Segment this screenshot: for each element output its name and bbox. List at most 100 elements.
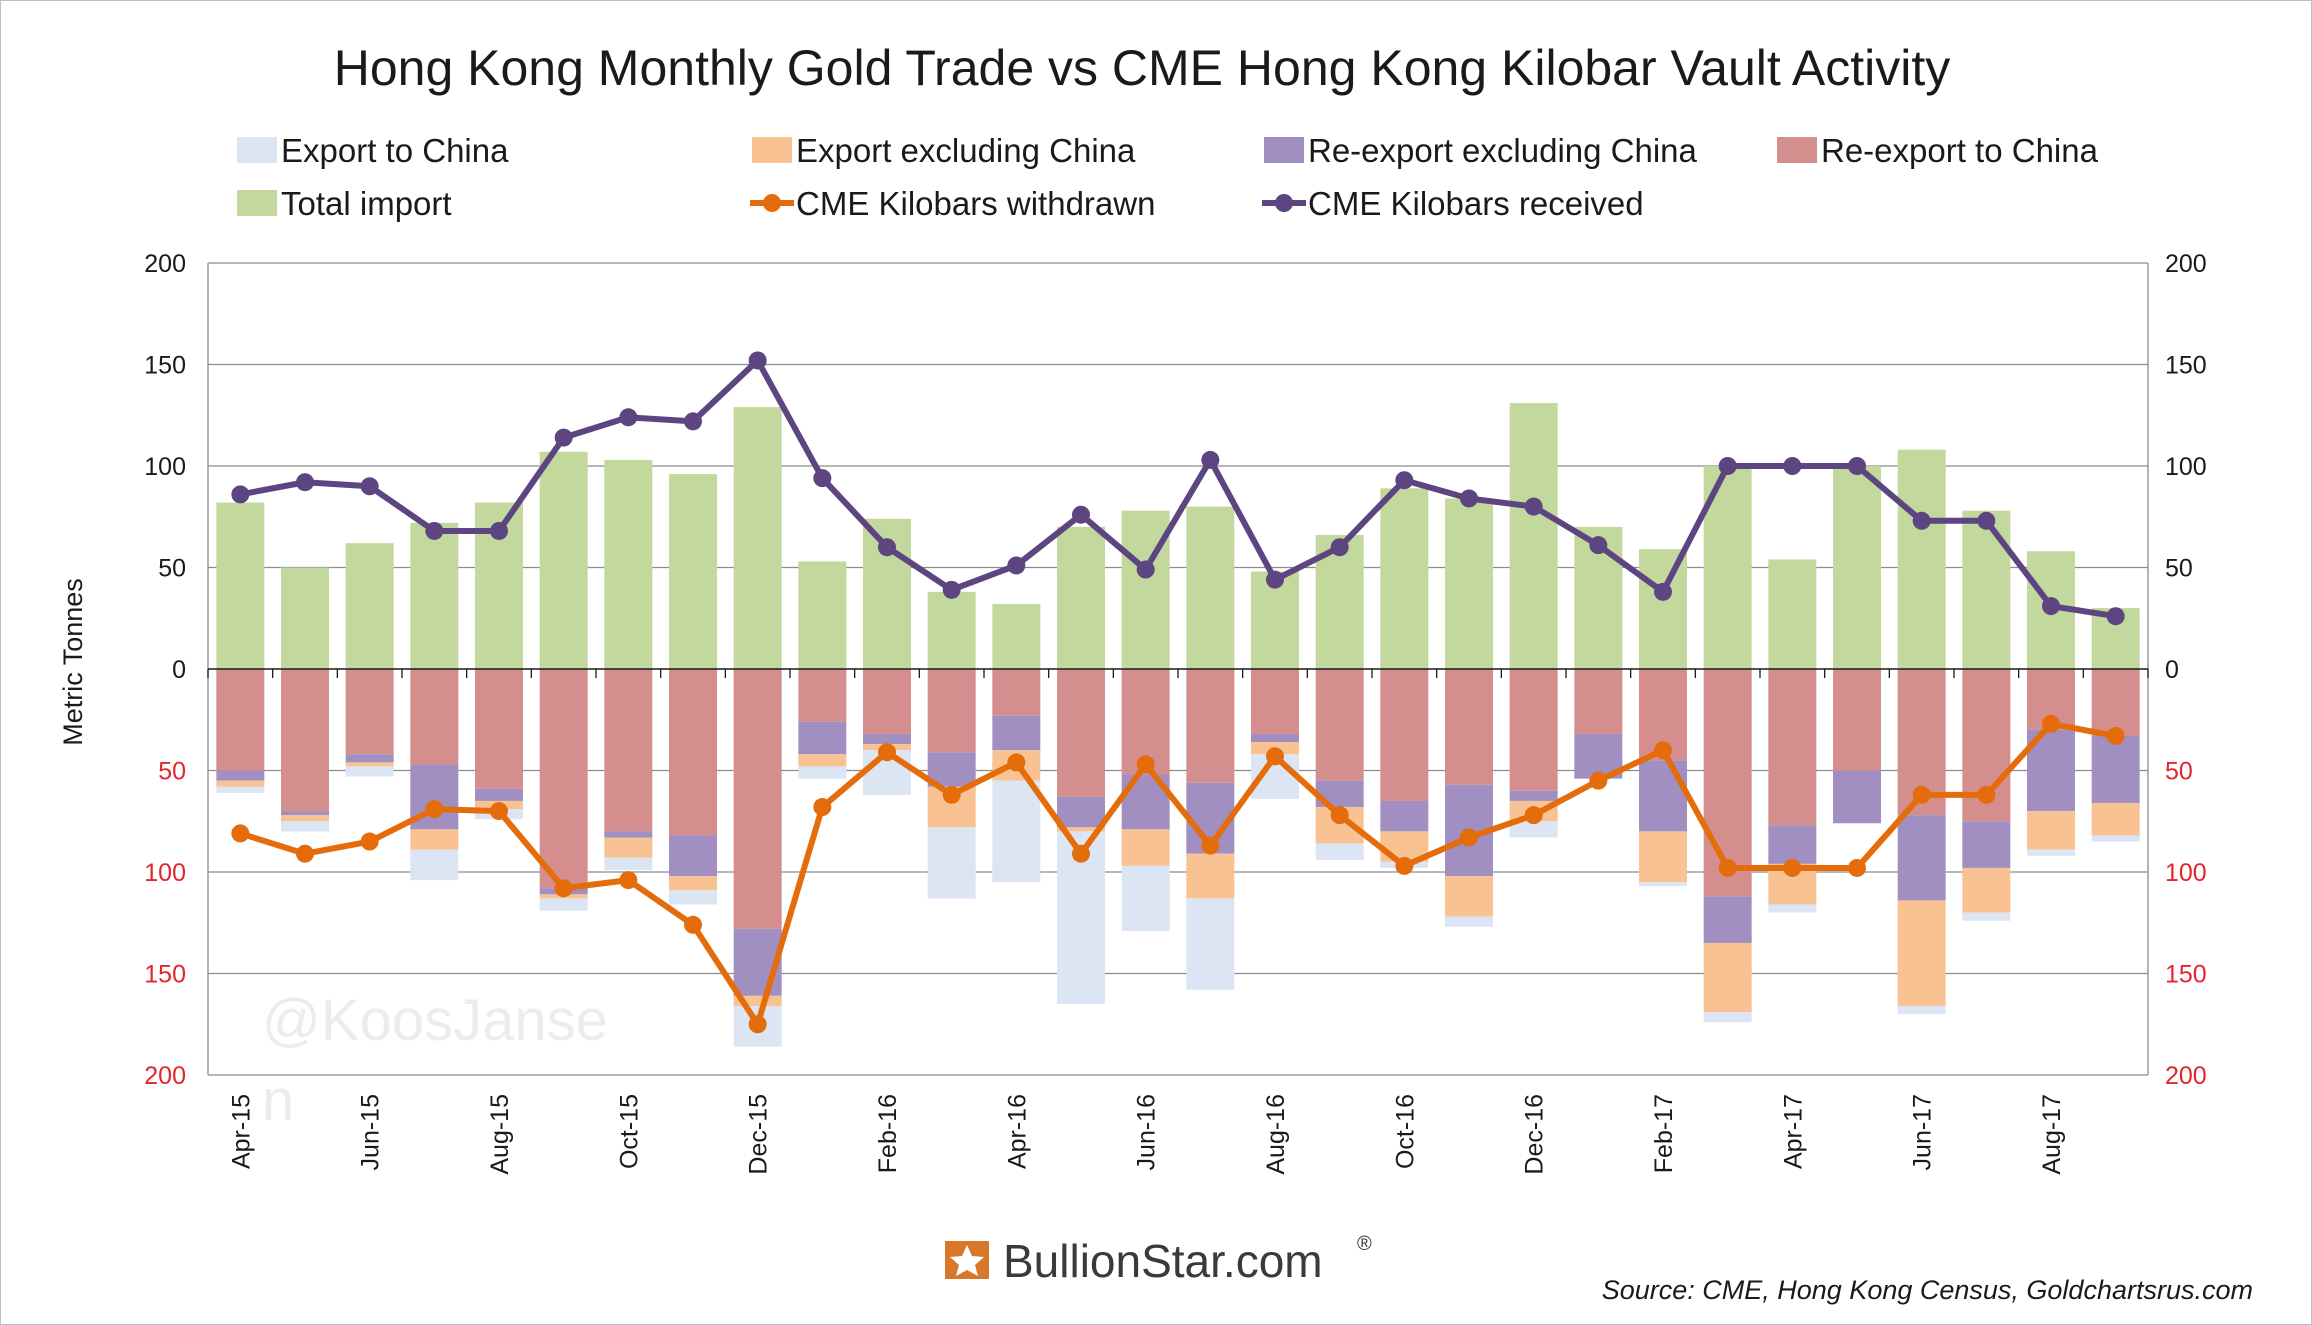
bar-re-export-excluding-china xyxy=(1639,760,1687,832)
point-cme-kilobars-received xyxy=(1201,450,1220,469)
point-cme-kilobars-withdrawn xyxy=(1266,747,1284,766)
y-tick-label-left: 0 xyxy=(172,656,186,684)
watermark-text: @KoosJanse xyxy=(262,988,608,1053)
bar-re-export-to-china xyxy=(1057,669,1105,797)
legend-label: Export to China xyxy=(281,132,509,169)
line-cme-kilobars-received xyxy=(239,357,2117,620)
legend-label: Re-export excluding China xyxy=(1308,132,1698,169)
bar-re-export-to-china xyxy=(1445,669,1493,785)
bar-re-export-to-china xyxy=(604,669,653,832)
y-tick-label-right: 150 xyxy=(2165,352,2207,380)
bar-export-excluding-china xyxy=(604,837,653,858)
bar-re-export-to-china xyxy=(798,669,847,722)
y-tick-label-left: 200 xyxy=(144,1062,186,1090)
bar-export-excluding-china xyxy=(2091,802,2140,836)
point-cme-kilobars-withdrawn xyxy=(1654,741,1672,760)
bar-re-export-to-china xyxy=(1703,669,1752,897)
bar-total-import xyxy=(1057,526,1105,669)
point-cme-kilobars-received xyxy=(748,351,767,370)
bar-export-to-china xyxy=(798,766,847,779)
bar-re-export-to-china xyxy=(927,669,976,753)
bar-export-excluding-china xyxy=(733,995,782,1006)
point-cme-kilobars-received xyxy=(296,473,314,492)
legend-item-export-excluding-china: Export excluding China xyxy=(752,132,1136,169)
bar-re-export-excluding-china xyxy=(1057,796,1105,828)
bar-export-excluding-china xyxy=(1057,827,1105,832)
bar-re-export-excluding-china xyxy=(1897,815,1946,901)
y-tick-label-right: 0 xyxy=(2165,656,2179,684)
bar-total-import xyxy=(539,451,588,669)
point-cme-kilobars-withdrawn xyxy=(1136,755,1155,774)
bar-re-export-excluding-china xyxy=(216,770,265,781)
y-tick-label-left: 50 xyxy=(158,758,186,786)
legend-label: Total import xyxy=(281,185,452,222)
legend-label: CME Kilobars withdrawn xyxy=(796,185,1155,222)
point-cme-kilobars-withdrawn xyxy=(2106,726,2125,745)
bar-total-import xyxy=(992,604,1041,669)
bar-total-import xyxy=(1639,549,1687,669)
y-tick-label-right: 100 xyxy=(2165,859,2207,887)
bar-re-export-to-china xyxy=(1574,669,1623,734)
point-cme-kilobars-withdrawn xyxy=(1201,836,1220,855)
bar-re-export-excluding-china xyxy=(475,788,523,801)
bar-re-export-to-china xyxy=(733,669,782,929)
point-cme-kilobars-received xyxy=(231,485,250,504)
bar-re-export-excluding-china xyxy=(1962,821,2011,868)
bar-re-export-excluding-china xyxy=(1509,790,1558,801)
x-tick-label: Jun-17 xyxy=(1909,1094,1937,1170)
bar-total-import xyxy=(604,459,653,669)
bar-export-excluding-china xyxy=(669,876,717,891)
bar-re-export-to-china xyxy=(1251,669,1299,734)
point-cme-kilobars-withdrawn xyxy=(2042,714,2060,733)
bar-total-import xyxy=(281,567,329,669)
point-cme-kilobars-withdrawn xyxy=(619,871,638,890)
point-cme-kilobars-received xyxy=(1524,497,1543,516)
legend-swatch xyxy=(1264,137,1304,163)
y-tick-label-left: 50 xyxy=(158,555,186,583)
y-tick-label-left: 150 xyxy=(144,961,186,989)
point-cme-kilobars-withdrawn xyxy=(1460,828,1478,847)
legend: Export to China Export excluding China Re-… xyxy=(237,132,2099,222)
bar-re-export-to-china xyxy=(863,669,911,734)
point-cme-kilobars-withdrawn xyxy=(1718,858,1737,877)
bar-re-export-to-china xyxy=(2091,669,2140,736)
bar-export-to-china xyxy=(1445,916,1493,927)
bar-total-import xyxy=(1380,488,1429,669)
bar-total-import xyxy=(410,522,459,669)
bar-export-to-china xyxy=(669,890,717,905)
bar-total-import xyxy=(733,407,782,669)
legend-label: Re-export to China xyxy=(1821,132,2099,169)
point-cme-kilobars-received xyxy=(1912,511,1931,530)
bar-export-excluding-china xyxy=(345,762,394,767)
bar-re-export-excluding-china xyxy=(1380,800,1429,832)
point-cme-kilobars-received xyxy=(425,521,444,540)
point-cme-kilobars-received xyxy=(1783,457,1802,475)
point-cme-kilobars-withdrawn xyxy=(554,879,573,898)
point-cme-kilobars-received xyxy=(942,580,961,599)
bar-export-to-china xyxy=(1768,904,1817,913)
point-cme-kilobars-received xyxy=(1136,560,1155,579)
bar-export-to-china xyxy=(539,898,588,911)
bar-export-to-china xyxy=(1509,821,1558,838)
bar-export-excluding-china xyxy=(1186,853,1235,899)
point-cme-kilobars-received xyxy=(1007,556,1026,575)
bar-total-import xyxy=(1833,466,1881,669)
bar-re-export-to-china xyxy=(475,669,523,789)
bar-export-excluding-china xyxy=(1897,900,1946,1006)
bar-export-to-china xyxy=(1962,912,2011,921)
bar-total-import xyxy=(1445,498,1493,669)
bar-total-import xyxy=(798,561,847,669)
bar-re-export-to-china xyxy=(992,669,1041,716)
bar-re-export-to-china xyxy=(1380,669,1429,801)
bar-export-excluding-china xyxy=(281,815,329,822)
point-cme-kilobars-withdrawn xyxy=(360,832,379,851)
legend-item-re-export-excluding-china: Re-export excluding China xyxy=(1264,132,1698,169)
point-cme-kilobars-received xyxy=(684,412,702,431)
bar-export-to-china xyxy=(216,786,265,793)
bar-total-import xyxy=(345,543,394,669)
bar-re-export-to-china xyxy=(1186,669,1235,783)
y-tick-label-right: 200 xyxy=(2165,250,2207,278)
point-cme-kilobars-received xyxy=(878,538,896,557)
bar-export-to-china xyxy=(410,849,459,881)
point-cme-kilobars-withdrawn xyxy=(684,915,702,934)
